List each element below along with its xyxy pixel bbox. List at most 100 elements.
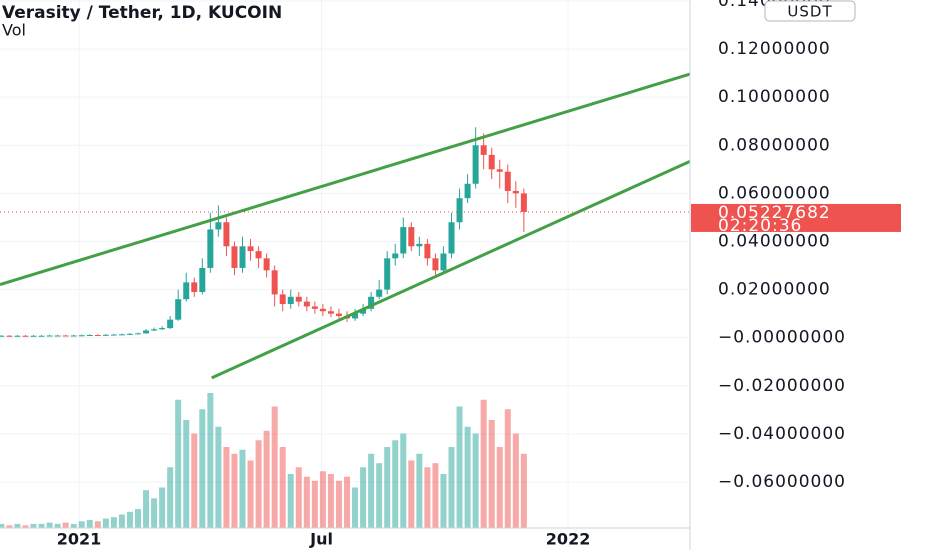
volume-bar xyxy=(70,523,77,528)
currency-label: USDT xyxy=(787,3,832,21)
volume-bar xyxy=(311,480,318,528)
volume-title: Vol xyxy=(2,21,26,40)
volume-bar xyxy=(480,399,487,528)
volume-bar xyxy=(215,426,222,528)
volume-bar xyxy=(86,519,93,528)
last-price-box xyxy=(691,203,901,232)
volume-bar xyxy=(376,463,383,528)
volume-bar xyxy=(167,467,174,528)
volume-bar xyxy=(22,525,29,528)
x-tick-label: 2022 xyxy=(546,530,591,549)
candle-body xyxy=(151,329,158,331)
candle-body xyxy=(199,267,206,292)
candle-body xyxy=(167,319,174,329)
currency-button[interactable] xyxy=(764,0,856,22)
candle-body xyxy=(520,193,527,212)
candle-body xyxy=(424,243,431,259)
volume-bar xyxy=(327,474,334,528)
candle-body xyxy=(303,301,310,307)
volume-bar xyxy=(223,447,230,528)
candle-body xyxy=(255,251,262,259)
candle-body xyxy=(38,335,45,337)
y-tick-label: −0.00000000 xyxy=(718,328,846,348)
volume-bar xyxy=(118,514,125,528)
y-tick-label: −0.06000000 xyxy=(718,472,846,492)
volume-bar xyxy=(231,453,238,528)
volume-bar xyxy=(94,521,101,528)
volume-bar xyxy=(78,521,85,528)
candle-body xyxy=(191,282,198,292)
candle-body xyxy=(183,282,190,300)
candle-body xyxy=(327,311,334,314)
candle-body xyxy=(70,335,77,337)
candle-body xyxy=(30,335,37,337)
candle-body xyxy=(319,308,326,312)
candle-body xyxy=(14,335,21,337)
candle-body xyxy=(223,222,230,247)
y-tick-label: 0.04000000 xyxy=(718,231,831,251)
candle-body xyxy=(416,243,423,247)
candle-body xyxy=(247,246,254,252)
volume-bar xyxy=(287,474,294,528)
volume-bar xyxy=(472,433,479,528)
candle-body xyxy=(408,227,415,247)
candle-body xyxy=(175,299,182,320)
y-tick-label: 0.10000000 xyxy=(718,87,831,107)
candle-body xyxy=(54,335,61,337)
trend-line xyxy=(0,72,691,286)
candle-body xyxy=(352,313,359,319)
candle-body xyxy=(46,335,53,337)
candle-body xyxy=(400,227,407,254)
candle-body xyxy=(295,296,302,302)
candle-body xyxy=(448,222,455,254)
candle-body xyxy=(480,145,487,155)
volume-bar xyxy=(335,480,342,528)
volume-bar xyxy=(199,409,206,528)
countdown-label: 02:20:36 xyxy=(718,216,802,236)
overlay-layer xyxy=(0,72,691,380)
candle-body xyxy=(496,169,503,172)
volume-bar xyxy=(368,453,375,528)
volume-bar xyxy=(102,518,109,528)
candle-body xyxy=(392,253,399,259)
volume-bar xyxy=(30,523,37,528)
volume-bar xyxy=(448,447,455,528)
candle-body xyxy=(360,308,367,314)
candle-body xyxy=(62,335,69,337)
candle-body xyxy=(231,246,238,268)
y-tick-label: −0.02000000 xyxy=(718,376,846,396)
candle-body xyxy=(311,306,318,309)
candle-body xyxy=(512,190,519,194)
volume-bar xyxy=(400,433,407,528)
volume-bar xyxy=(488,420,495,528)
volume-bar xyxy=(62,522,69,528)
grid xyxy=(0,0,690,528)
axis-layer: −0.06000000 −0.04000000 −0.02000000 −0.0000… xyxy=(57,0,901,549)
candle-body xyxy=(78,335,85,337)
y-tick-label: 0.02000000 xyxy=(718,280,831,300)
candle-body xyxy=(384,258,391,290)
candle-body xyxy=(368,296,375,309)
candle-body xyxy=(159,328,166,330)
volume-bar xyxy=(247,460,254,528)
candle-body xyxy=(504,171,511,191)
trend-line xyxy=(211,160,691,380)
volume-layer xyxy=(0,393,527,528)
last-price-label: 0.05227682 xyxy=(718,203,831,223)
volume-bar xyxy=(512,433,519,528)
volume-bar xyxy=(191,433,198,528)
volume-bar xyxy=(424,467,431,528)
volume-bar xyxy=(392,440,399,528)
candle-body xyxy=(135,333,141,335)
candle-body xyxy=(440,253,447,271)
candle-body xyxy=(472,145,479,184)
volume-bar xyxy=(416,453,423,528)
volume-bar xyxy=(319,471,326,528)
volume-bar xyxy=(352,487,359,528)
candle-body xyxy=(215,222,222,230)
candle-body xyxy=(488,154,495,170)
volume-bar xyxy=(183,420,190,528)
candle-body xyxy=(118,334,125,336)
volume-bar xyxy=(432,463,439,528)
volume-bar xyxy=(456,406,463,528)
